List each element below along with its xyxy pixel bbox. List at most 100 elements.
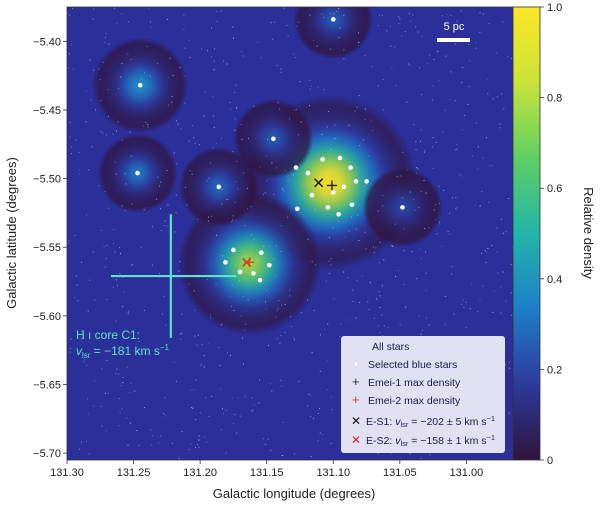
field-star	[118, 425, 120, 427]
field-star	[158, 442, 160, 444]
field-star	[364, 231, 366, 233]
field-star	[406, 169, 408, 171]
field-star	[444, 109, 446, 111]
es1-marker	[314, 178, 324, 188]
field-star	[167, 104, 169, 106]
field-star	[270, 22, 272, 24]
field-star	[437, 50, 439, 52]
legend-es1-sup: −1	[487, 414, 496, 423]
field-star	[365, 108, 366, 110]
field-star	[368, 155, 370, 157]
field-star	[280, 68, 282, 70]
field-star	[273, 258, 274, 260]
field-star	[500, 312, 502, 314]
field-star	[331, 409, 333, 411]
field-star	[367, 301, 369, 303]
legend-emei1-marker: +	[352, 374, 360, 389]
field-star	[150, 21, 152, 23]
field-star	[244, 225, 246, 227]
field-star	[271, 390, 273, 392]
field-star	[358, 32, 359, 34]
field-star	[104, 42, 106, 44]
field-star	[461, 82, 463, 83]
field-star	[487, 248, 489, 249]
field-star	[324, 174, 326, 176]
field-star	[451, 266, 453, 268]
field-star	[420, 333, 422, 335]
field-star	[194, 309, 196, 311]
field-star	[167, 204, 169, 206]
legend-es2-value: = −158 ± 1 km s	[408, 435, 486, 447]
field-star	[293, 53, 295, 55]
field-star	[70, 338, 72, 340]
field-star	[205, 397, 207, 398]
field-star	[118, 87, 119, 89]
legend-es2-sup: −1	[487, 433, 496, 442]
field-star	[432, 137, 434, 139]
field-star	[292, 174, 294, 176]
field-star	[184, 186, 186, 188]
field-star	[193, 137, 195, 139]
field-star	[395, 85, 397, 86]
field-star	[232, 215, 234, 217]
emei2-max-density-marker	[244, 257, 255, 268]
field-star	[195, 379, 197, 381]
selected-blue-star	[295, 206, 300, 212]
field-star	[104, 266, 106, 268]
field-star	[239, 280, 241, 282]
field-star	[363, 185, 365, 187]
field-star	[196, 444, 198, 445]
field-star	[162, 313, 163, 315]
field-star	[327, 359, 329, 361]
field-star	[421, 94, 423, 96]
field-star	[454, 100, 456, 102]
field-star	[497, 272, 499, 274]
field-star	[233, 37, 234, 39]
field-star	[198, 144, 200, 146]
field-star	[239, 415, 241, 417]
field-star	[265, 155, 267, 157]
selected-blue-star	[330, 190, 336, 195]
field-star	[206, 180, 208, 182]
field-star	[150, 26, 152, 28]
field-star	[100, 406, 102, 407]
field-star	[118, 398, 120, 400]
field-star	[410, 20, 412, 22]
field-star	[160, 229, 162, 231]
field-star	[322, 434, 324, 436]
field-star	[421, 35, 423, 37]
field-star	[300, 312, 302, 314]
field-star	[88, 453, 90, 455]
field-star	[233, 422, 234, 424]
field-star	[332, 227, 334, 229]
field-star	[505, 300, 507, 302]
field-star	[301, 184, 303, 186]
field-star	[105, 32, 107, 34]
field-star	[510, 292, 512, 294]
field-star	[477, 311, 479, 313]
field-star	[509, 367, 511, 369]
field-star	[206, 279, 208, 280]
field-star	[230, 354, 231, 356]
selected-blue-star	[348, 165, 353, 170]
field-star	[245, 323, 247, 325]
field-star	[451, 197, 453, 199]
field-star	[359, 145, 361, 147]
field-star	[222, 413, 224, 415]
field-star	[237, 397, 239, 399]
field-star	[174, 231, 176, 233]
field-star	[121, 139, 123, 141]
field-star	[158, 185, 160, 187]
field-star	[81, 330, 83, 332]
field-star	[451, 273, 453, 275]
field-star	[167, 76, 169, 78]
field-star	[219, 365, 221, 367]
field-star	[428, 324, 430, 326]
field-star	[508, 412, 510, 414]
field-star	[349, 189, 351, 191]
field-star	[309, 14, 311, 16]
field-star	[505, 231, 507, 233]
hi-core-cross	[110, 214, 237, 338]
field-star	[271, 162, 273, 164]
field-star	[310, 456, 312, 458]
